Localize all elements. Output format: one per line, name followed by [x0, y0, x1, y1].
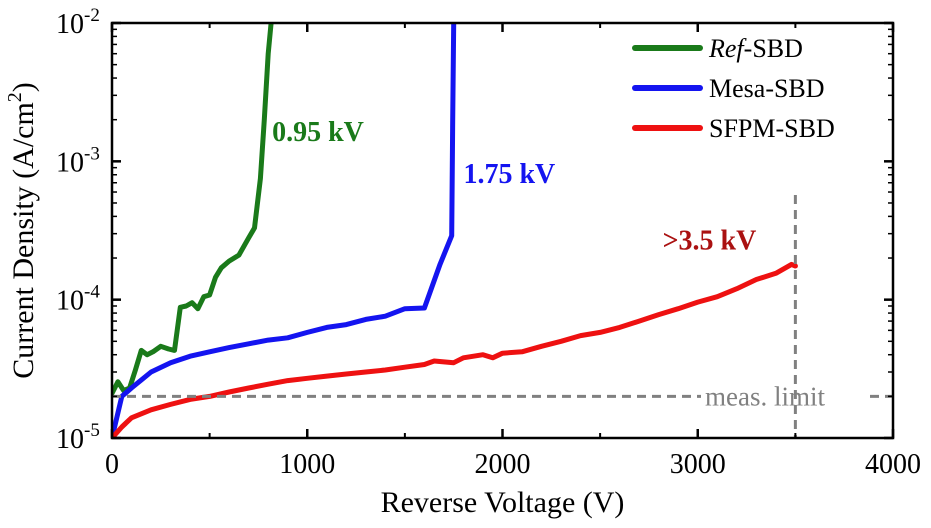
y-tick-base: 10 [56, 286, 84, 317]
y-axis-label-main: Current Density (A/cm [7, 102, 40, 379]
meas-limit-label: meas. limit [705, 381, 825, 411]
y-tick-label: 10-3 [56, 143, 100, 178]
x-tick-label: 2000 [475, 449, 531, 480]
series-line-1 [112, 22, 457, 439]
legend-label-0: Ref-SBD [708, 34, 803, 63]
y-tick-exponent: -3 [84, 143, 100, 164]
x-tick-label: 3000 [670, 449, 726, 480]
annotation-1: 1.75 kV [463, 159, 555, 190]
series-line-0 [112, 22, 274, 396]
y-tick-base: 10 [56, 147, 84, 178]
y-axis-label-tail: ) [7, 82, 40, 92]
annotation-0: 0.95 kV [272, 117, 364, 148]
y-tick-exponent: -4 [84, 282, 100, 303]
x-tick-label: 4000 [865, 449, 921, 480]
y-tick-label: 10-4 [56, 282, 100, 317]
y-tick-exponent: -5 [84, 420, 100, 441]
y-tick-base: 10 [56, 424, 84, 455]
plot-lines [112, 22, 798, 439]
series-line-2 [112, 261, 798, 439]
y-axis-label: Current Density (A/cm2) [4, 82, 40, 379]
legend-label-italic: Ref [708, 34, 747, 63]
y-tick-base: 10 [56, 9, 84, 40]
annotation-2: >3.5 kV [663, 226, 757, 257]
legend-label-rest: -SBD [744, 34, 803, 63]
annotations: 0.95 kV 1.75 kV >3.5 kV [272, 117, 756, 257]
legend-label-1: Mesa-SBD [709, 74, 825, 103]
y-axis-label-sup: 2 [4, 92, 26, 102]
legend-label-2: SFPM-SBD [709, 114, 835, 143]
x-tick-label: 1000 [279, 449, 335, 480]
y-tick-exponent: -2 [84, 5, 100, 26]
y-tick-label: 10-2 [56, 5, 100, 40]
x-axis-label: Reverse Voltage (V) [381, 486, 625, 519]
measurement-limit: meas. limit [112, 195, 893, 438]
axes: 0 1000 2000 3000 400010-510-410-310-2Reverse… [4, 5, 921, 519]
y-tick-label: 10-5 [56, 420, 100, 455]
legend: Ref-SBD Mesa-SBD SFPM-SBD [632, 34, 835, 143]
x-tick-label: 0 [105, 449, 119, 480]
